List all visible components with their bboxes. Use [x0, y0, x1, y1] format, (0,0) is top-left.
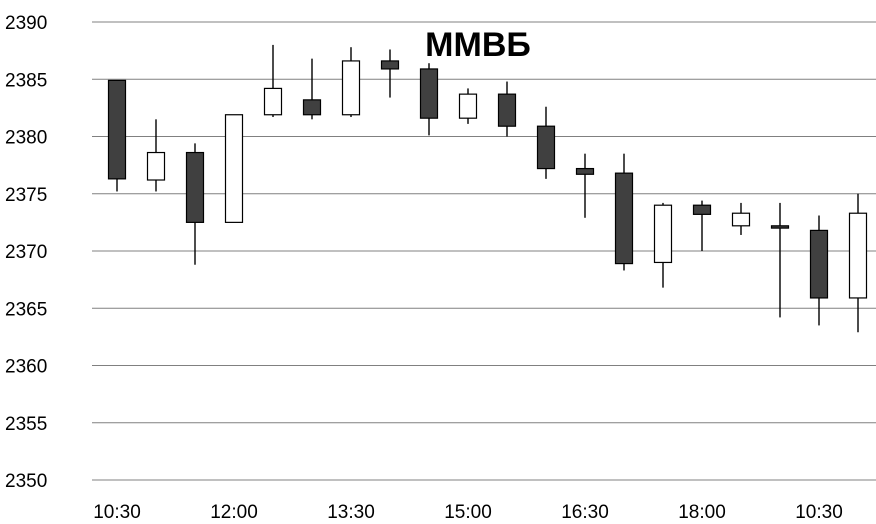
x-tick-label: 15:00: [444, 502, 492, 523]
x-axis-ticks: 10:30 12:00 13:30 15:00 16:30 18:00 10:30: [93, 502, 843, 523]
x-tick-label: 13:30: [327, 502, 375, 523]
x-tick-label: 16:30: [561, 502, 609, 523]
candle: [224, 114, 244, 223]
y-tick-label: 2390: [5, 13, 47, 34]
chart-title: ММВБ: [425, 26, 531, 64]
candle: [185, 143, 205, 265]
candle-body-up: [458, 93, 478, 119]
y-tick-label: 2360: [5, 357, 47, 378]
candle: [380, 49, 400, 98]
candle: [848, 193, 868, 333]
y-tick-label: 2370: [5, 242, 47, 263]
candle: [146, 119, 166, 192]
candles: [107, 44, 868, 333]
candle-body-down: [614, 172, 634, 265]
y-tick-label: 2375: [5, 185, 47, 206]
candle-body-down: [185, 151, 205, 223]
candle-body-down: [536, 125, 556, 170]
y-tick-label: 2365: [5, 299, 47, 320]
candle-body-up: [146, 151, 166, 181]
candle-body-down: [107, 79, 127, 180]
candle-body-up: [341, 60, 361, 116]
candle-body-up: [731, 212, 751, 227]
y-tick-label: 2350: [5, 471, 47, 492]
candle-body-down: [380, 60, 400, 70]
candle: [731, 202, 751, 235]
candle: [497, 81, 517, 137]
x-tick-label: 12:00: [210, 502, 258, 523]
candle: [536, 106, 556, 179]
candle-body-up: [653, 204, 673, 264]
candle: [692, 200, 712, 251]
y-tick-label: 2380: [5, 128, 47, 149]
candle-body-up: [263, 87, 283, 116]
y-axis-ticks: 2390 2385 2380 2375 2370 2365 2360 2355 2350: [5, 13, 47, 492]
candle-body-up: [224, 114, 244, 223]
candle: [263, 44, 283, 118]
candle: [341, 47, 361, 118]
y-tick-label: 2355: [5, 414, 47, 435]
candle: [575, 153, 595, 218]
gridlines: [92, 21, 876, 481]
candle: [419, 63, 439, 136]
candle: [614, 153, 634, 271]
candle: [107, 79, 127, 192]
candle-body-down: [302, 99, 322, 116]
candle-body-up: [848, 212, 868, 299]
candle-body-down: [497, 93, 517, 127]
candle-body-down: [809, 229, 829, 299]
x-tick-label: 18:00: [678, 502, 726, 523]
candle: [809, 215, 829, 326]
candle-body-down: [575, 167, 595, 175]
candle-body-down: [419, 68, 439, 119]
x-tick-label: 10:30: [93, 502, 141, 523]
candle: [458, 88, 478, 124]
candle: [653, 202, 673, 288]
candle: [302, 58, 322, 120]
y-tick-label: 2385: [5, 70, 47, 91]
candle-body-down: [692, 204, 712, 215]
candle: [770, 202, 790, 318]
x-tick-label: 10:30: [795, 502, 843, 523]
candle-body-down: [770, 225, 790, 229]
